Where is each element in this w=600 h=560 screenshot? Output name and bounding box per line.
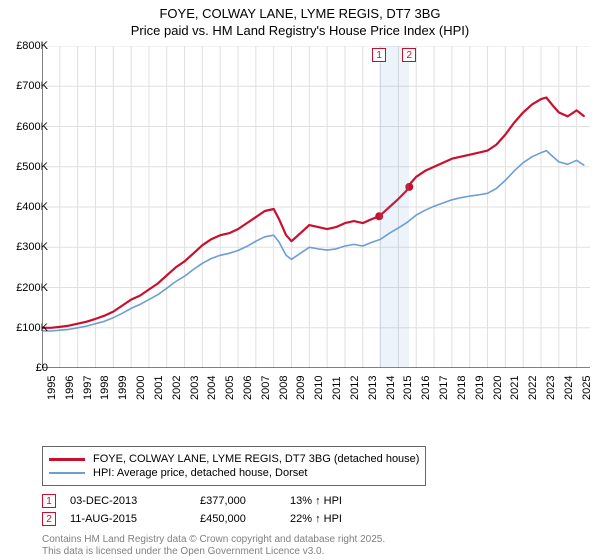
x-tick-label: 2024 (563, 376, 575, 400)
x-tick-label: 2006 (242, 376, 254, 400)
x-tick-label: 2005 (224, 376, 236, 400)
sale-marker-2: 2 (402, 48, 416, 62)
legend-row: HPI: Average price, detached house, Dors… (49, 467, 419, 479)
x-tick-label: 2003 (189, 376, 201, 400)
x-tick-label: 2002 (171, 376, 183, 400)
x-tick-label: 2014 (385, 376, 397, 400)
x-tick-label: 2013 (367, 376, 379, 400)
x-tick-label: 1999 (117, 376, 129, 400)
y-tick-label: £400K (0, 201, 48, 213)
x-tick-label: 2012 (349, 376, 361, 400)
y-tick-label: £100K (0, 322, 48, 334)
y-tick-label: £500K (0, 161, 48, 173)
x-tick-label: 2022 (527, 376, 539, 400)
x-tick-label: 2021 (509, 376, 521, 400)
sale-row-2: 2 11-AUG-2015£450,00022% ↑ HPI (42, 512, 390, 526)
legend-swatch (49, 472, 85, 474)
x-tick-label: 2000 (135, 376, 147, 400)
x-tick-label: 2015 (402, 376, 414, 400)
title-line-1: FOYE, COLWAY LANE, LYME REGIS, DT7 3BG (0, 6, 600, 21)
x-tick-label: 2018 (456, 376, 468, 400)
y-tick-label: £600K (0, 121, 48, 133)
x-tick-label: 2010 (313, 376, 325, 400)
price-chart-svg (42, 46, 590, 368)
x-tick-label: 2011 (331, 376, 343, 400)
x-tick-label: 2004 (206, 376, 218, 400)
x-tick-label: 2025 (581, 376, 593, 400)
x-tick-label: 1997 (82, 376, 94, 400)
sale-price: £450,000 (200, 513, 290, 525)
x-tick-label: 2008 (278, 376, 290, 400)
x-tick-label: 2017 (438, 376, 450, 400)
sale-price: £377,000 (200, 495, 290, 507)
y-tick-label: £200K (0, 282, 48, 294)
copyright-notice: Contains HM Land Registry data © Crown c… (42, 534, 385, 558)
sale-period-highlight (379, 46, 409, 368)
title-line-2: Price paid vs. HM Land Registry's House … (0, 23, 600, 38)
x-tick-label: 2007 (260, 376, 272, 400)
legend-swatch (49, 458, 85, 461)
y-tick-label: £700K (0, 80, 48, 92)
y-tick-label: £300K (0, 241, 48, 253)
y-tick-label: £0 (0, 362, 48, 374)
x-tick-label: 2001 (153, 376, 165, 400)
x-tick-label: 1998 (99, 376, 111, 400)
legend-row: FOYE, COLWAY LANE, LYME REGIS, DT7 3BG (… (49, 453, 419, 465)
sale-marker-box: 2 (42, 512, 56, 526)
sale-date: 03-DEC-2013 (70, 495, 200, 507)
sale-marker-1: 1 (372, 48, 386, 62)
x-tick-label: 1996 (64, 376, 76, 400)
copyright-line-2: This data is licensed under the Open Gov… (42, 546, 385, 558)
sale-row-1: 1 03-DEC-2013£377,00013% ↑ HPI (42, 494, 390, 508)
x-tick-label: 2009 (295, 376, 307, 400)
chart-area: 12 (42, 46, 590, 406)
sale-marker-box: 1 (42, 494, 56, 508)
y-tick-label: £800K (0, 40, 48, 52)
sale-date: 11-AUG-2015 (70, 513, 200, 525)
legend-label: FOYE, COLWAY LANE, LYME REGIS, DT7 3BG (… (93, 453, 419, 465)
sale-diff: 13% ↑ HPI (290, 495, 390, 507)
x-tick-label: 2023 (545, 376, 557, 400)
x-tick-label: 1995 (46, 376, 58, 400)
legend-label: HPI: Average price, detached house, Dors… (93, 467, 307, 479)
x-tick-label: 2019 (474, 376, 486, 400)
title-block: FOYE, COLWAY LANE, LYME REGIS, DT7 3BG P… (0, 0, 600, 38)
x-tick-label: 2016 (420, 376, 432, 400)
sale-diff: 22% ↑ HPI (290, 513, 390, 525)
x-tick-label: 2020 (492, 376, 504, 400)
chart-wrapper: FOYE, COLWAY LANE, LYME REGIS, DT7 3BG P… (0, 0, 600, 560)
copyright-line-1: Contains HM Land Registry data © Crown c… (42, 534, 385, 546)
legend-box: FOYE, COLWAY LANE, LYME REGIS, DT7 3BG (… (42, 446, 426, 486)
